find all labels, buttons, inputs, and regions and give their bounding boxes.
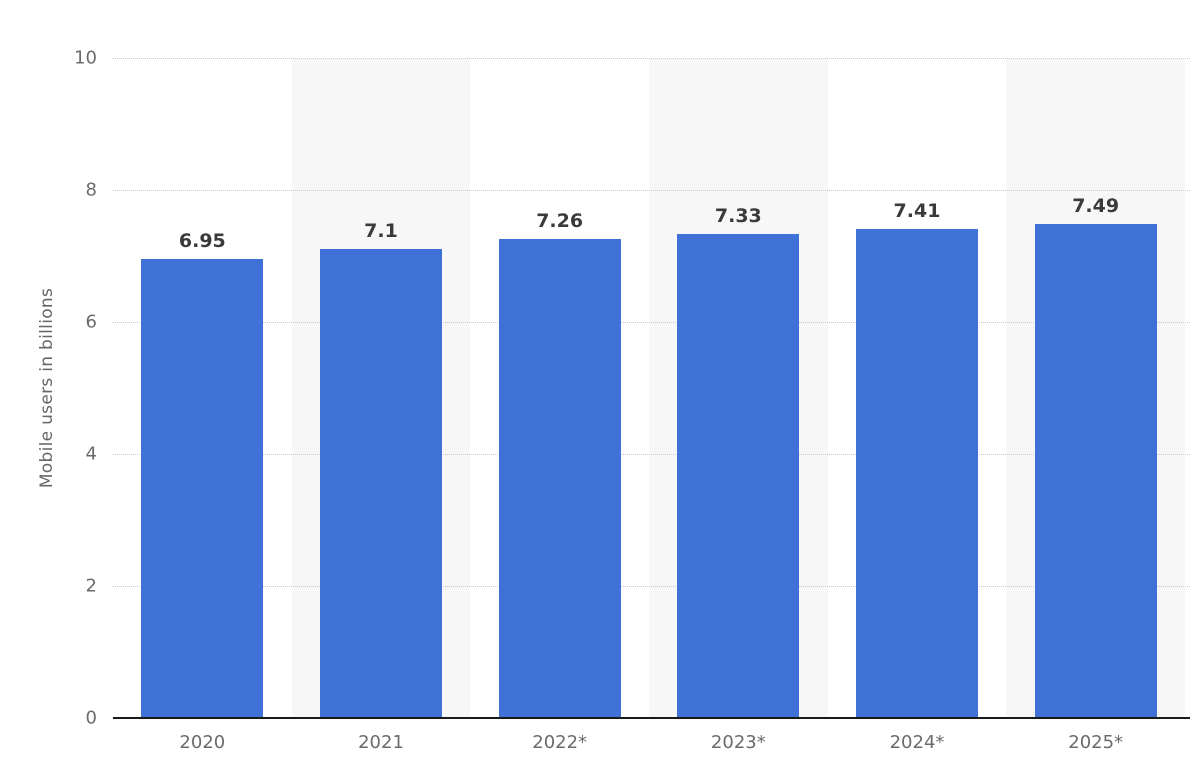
x-tick-label-2021: 2021: [358, 732, 404, 753]
bar-value-label: 7.49: [1072, 194, 1120, 217]
gridline: [113, 190, 1190, 191]
y-tick-label: 8: [85, 179, 97, 201]
bar-value-label: 7.33: [714, 205, 762, 228]
x-tick-label-2024: 2024*: [889, 732, 945, 753]
gridline: [113, 586, 1190, 587]
gridline: [113, 322, 1190, 323]
plot-area: 6.95 7.1 7.26 7.33 7.41 7.49: [113, 58, 1185, 718]
bar-2025*[interactable]: [1034, 223, 1157, 718]
bar-value-label: 7.26: [536, 209, 584, 232]
gridline: [113, 454, 1190, 455]
x-tick-label-2022: 2022*: [532, 732, 588, 753]
gridline: [113, 58, 1190, 59]
y-tick-label: 6: [85, 311, 97, 333]
x-tick-label-2020: 2020: [179, 732, 226, 753]
bar-2024*[interactable]: [856, 228, 978, 718]
bar-2022*[interactable]: [498, 238, 621, 718]
bar-value-label: 7.41: [893, 199, 941, 222]
bar-2020[interactable]: [141, 259, 264, 718]
y-tick-label: 10: [74, 47, 97, 69]
y-tick-label: 0: [85, 707, 97, 729]
bar-2021[interactable]: [320, 249, 442, 718]
x-tick-label-2023: 2023*: [710, 732, 766, 753]
bar-value-label: 7.1: [364, 220, 398, 243]
y-tick-label: 2: [85, 575, 97, 597]
bar-value-label: 6.95: [178, 230, 226, 253]
y-tick-label: 4: [85, 443, 97, 465]
x-axis-line: [113, 717, 1190, 719]
bar-2023*[interactable]: [677, 234, 800, 718]
x-tick-label-2025: 2025*: [1068, 732, 1124, 753]
